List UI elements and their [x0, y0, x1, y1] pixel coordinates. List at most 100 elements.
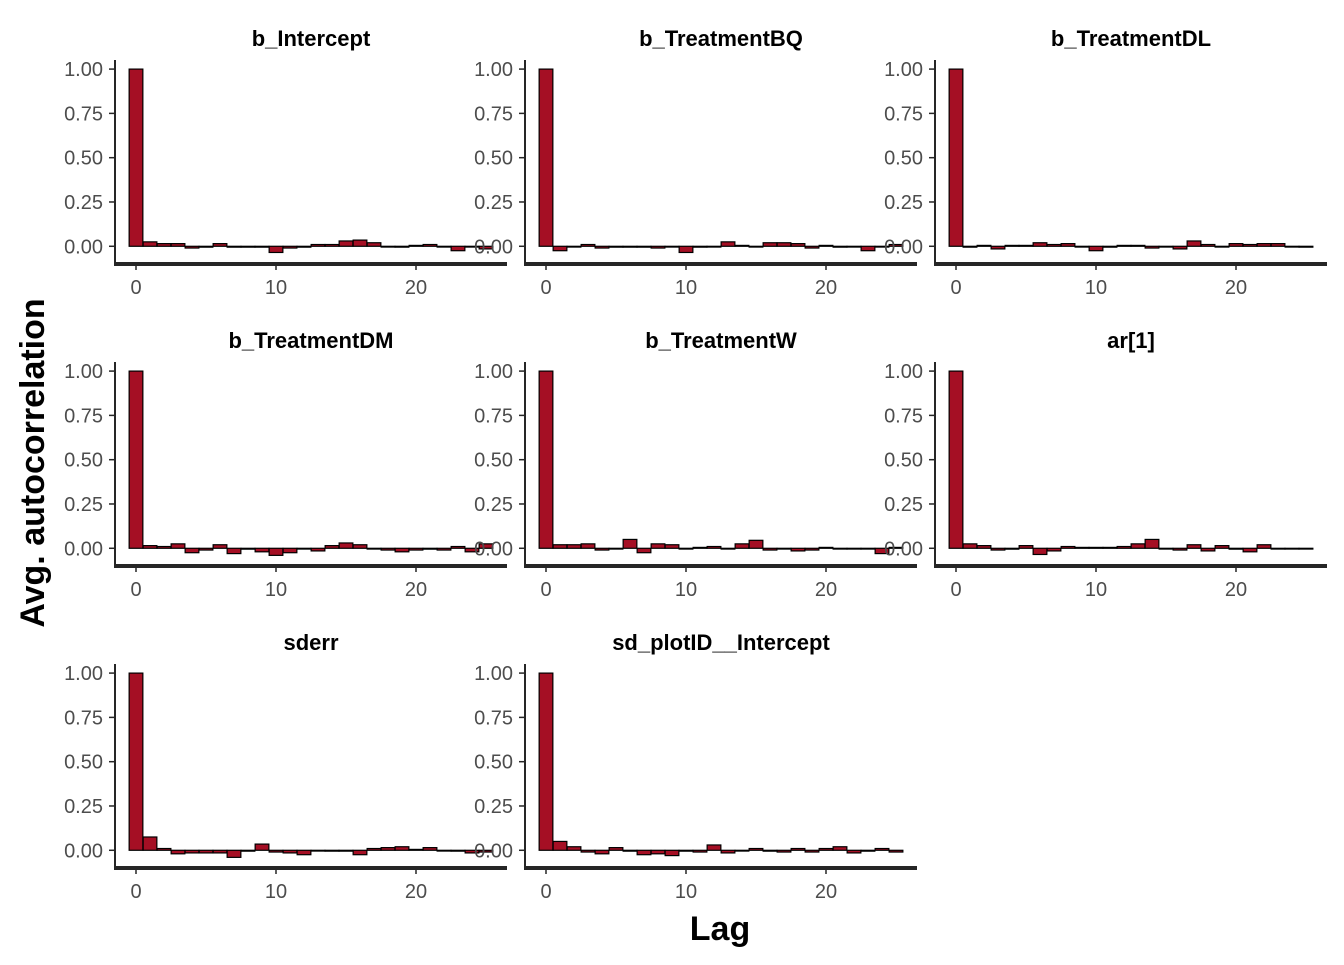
autocorrelation-bar: [804, 245, 820, 249]
autocorrelation-bar: [636, 547, 652, 554]
y-tick-label: 0.00: [474, 538, 513, 560]
autocorrelation-bar: [832, 846, 848, 851]
autocorrelation-bar: [846, 849, 862, 854]
y-tick-label: 0.75: [474, 405, 513, 427]
autocorrelation-bar: [380, 847, 396, 851]
autocorrelation-bar: [846, 547, 862, 550]
autocorrelation-bar: [268, 245, 284, 254]
autocorrelation-bar: [888, 849, 904, 853]
autocorrelation-bar: [1130, 244, 1146, 247]
autocorrelation-bar: [324, 545, 340, 549]
x-tick-label: 0: [540, 881, 551, 903]
autocorrelation-bar: [1032, 242, 1048, 247]
autocorrelation-bar: [1018, 244, 1034, 247]
autocorrelation-bar: [394, 245, 410, 248]
autocorrelation-bar: [1158, 245, 1174, 248]
autocorrelation-bar: [888, 243, 904, 247]
autocorrelation-bar: [1256, 243, 1272, 247]
autocorrelation-bar: [478, 245, 494, 250]
autocorrelation-bar: [212, 849, 228, 854]
autocorrelation-bar: [552, 840, 568, 851]
autocorrelation-bar: [212, 243, 228, 247]
autocorrelation-bar: [846, 245, 862, 248]
autocorrelation-bar: [976, 545, 992, 549]
autocorrelation-bar: [422, 243, 438, 247]
autocorrelation-bar: [1214, 245, 1230, 248]
autocorrelation-bar: [776, 242, 792, 247]
autocorrelation-bar: [296, 245, 312, 248]
autocorrelation-bar: [720, 241, 736, 247]
y-tick-label: 0.25: [474, 796, 513, 818]
y-tick-label: 1.00: [474, 361, 513, 383]
autocorrelation-bar: [282, 245, 298, 249]
y-tick-label: 0.75: [474, 103, 513, 125]
y-tick-label: 1.00: [474, 663, 513, 685]
autocorrelation-bar: [1270, 547, 1286, 550]
autocorrelation-bar: [650, 543, 666, 549]
autocorrelation-bar: [734, 543, 750, 549]
autocorrelation-bar: [580, 543, 596, 549]
autocorrelation-bar: [170, 543, 186, 549]
x-tick-label: 10: [675, 277, 697, 299]
autocorrelation-bar: [678, 849, 694, 852]
autocorrelation-bar: [436, 849, 452, 852]
y-tick-label: 0.00: [474, 840, 513, 862]
autocorrelation-bar: [254, 547, 270, 553]
x-tick-label: 10: [265, 579, 287, 601]
x-axis-title: Lag: [690, 910, 750, 948]
autocorrelation-bar: [804, 849, 820, 853]
autocorrelation-bar: [594, 245, 610, 249]
y-tick-label: 1.00: [884, 59, 923, 81]
autocorrelation-bar: [538, 370, 554, 549]
autocorrelation-bar: [240, 547, 256, 550]
autocorrelation-bar: [142, 241, 158, 247]
y-tick-label: 0.00: [474, 236, 513, 258]
y-tick-label: 0.50: [884, 148, 923, 170]
autocorrelation-bar: [776, 547, 792, 550]
x-tick-label: 10: [675, 579, 697, 601]
autocorrelation-bar: [408, 848, 424, 851]
x-tick-label: 20: [405, 579, 427, 601]
autocorrelation-bar: [1088, 546, 1104, 549]
autocorrelation-bar: [1172, 547, 1188, 551]
autocorrelation-bar: [664, 849, 680, 857]
autocorrelation-bar: [1228, 547, 1244, 550]
autocorrelation-bar: [538, 672, 554, 851]
x-tick-label: 0: [950, 277, 961, 299]
autocorrelation-bar: [1158, 547, 1174, 550]
autocorrelation-bar: [1144, 245, 1160, 249]
autocorrelation-bar: [352, 239, 368, 247]
x-tick-label: 0: [540, 277, 551, 299]
autocorrelation-bar: [650, 245, 666, 249]
autocorrelation-bar: [860, 245, 876, 252]
autocorrelation-bar: [664, 544, 680, 549]
autocorrelation-bar: [832, 547, 848, 550]
autocorrelation-bar: [692, 546, 708, 549]
autocorrelation-bar: [860, 849, 876, 852]
y-tick-label: 0.75: [884, 103, 923, 125]
x-tick-label: 10: [1085, 277, 1107, 299]
autocorrelation-bar: [706, 245, 722, 248]
y-tick-label: 0.00: [884, 236, 923, 258]
autocorrelation-bar: [566, 846, 582, 851]
y-tick-label: 0.50: [474, 450, 513, 472]
autocorrelation-bar: [1200, 243, 1216, 247]
facet-panel: b_TreatmentDL 0.00 0.25 0.50 0.75 1.00 0 10 20: [884, 26, 1327, 299]
autocorrelation-bar: [142, 545, 158, 549]
x-tick-label: 0: [130, 579, 141, 601]
autocorrelation-bar: [1004, 547, 1020, 550]
autocorrelation-bar: [128, 370, 144, 549]
y-tick-label: 0.25: [64, 796, 103, 818]
autocorrelation-bar: [338, 849, 354, 852]
autocorrelation-bar: [240, 245, 256, 248]
y-tick-label: 0.75: [64, 405, 103, 427]
autocorrelation-bar: [380, 547, 396, 551]
autocorrelation-bar: [1256, 544, 1272, 549]
autocorrelation-bar: [734, 244, 750, 247]
y-tick-label: 0.75: [884, 405, 923, 427]
autocorrelation-bar: [128, 68, 144, 247]
autocorrelation-bar: [608, 847, 624, 851]
x-tick-label: 20: [815, 277, 837, 299]
